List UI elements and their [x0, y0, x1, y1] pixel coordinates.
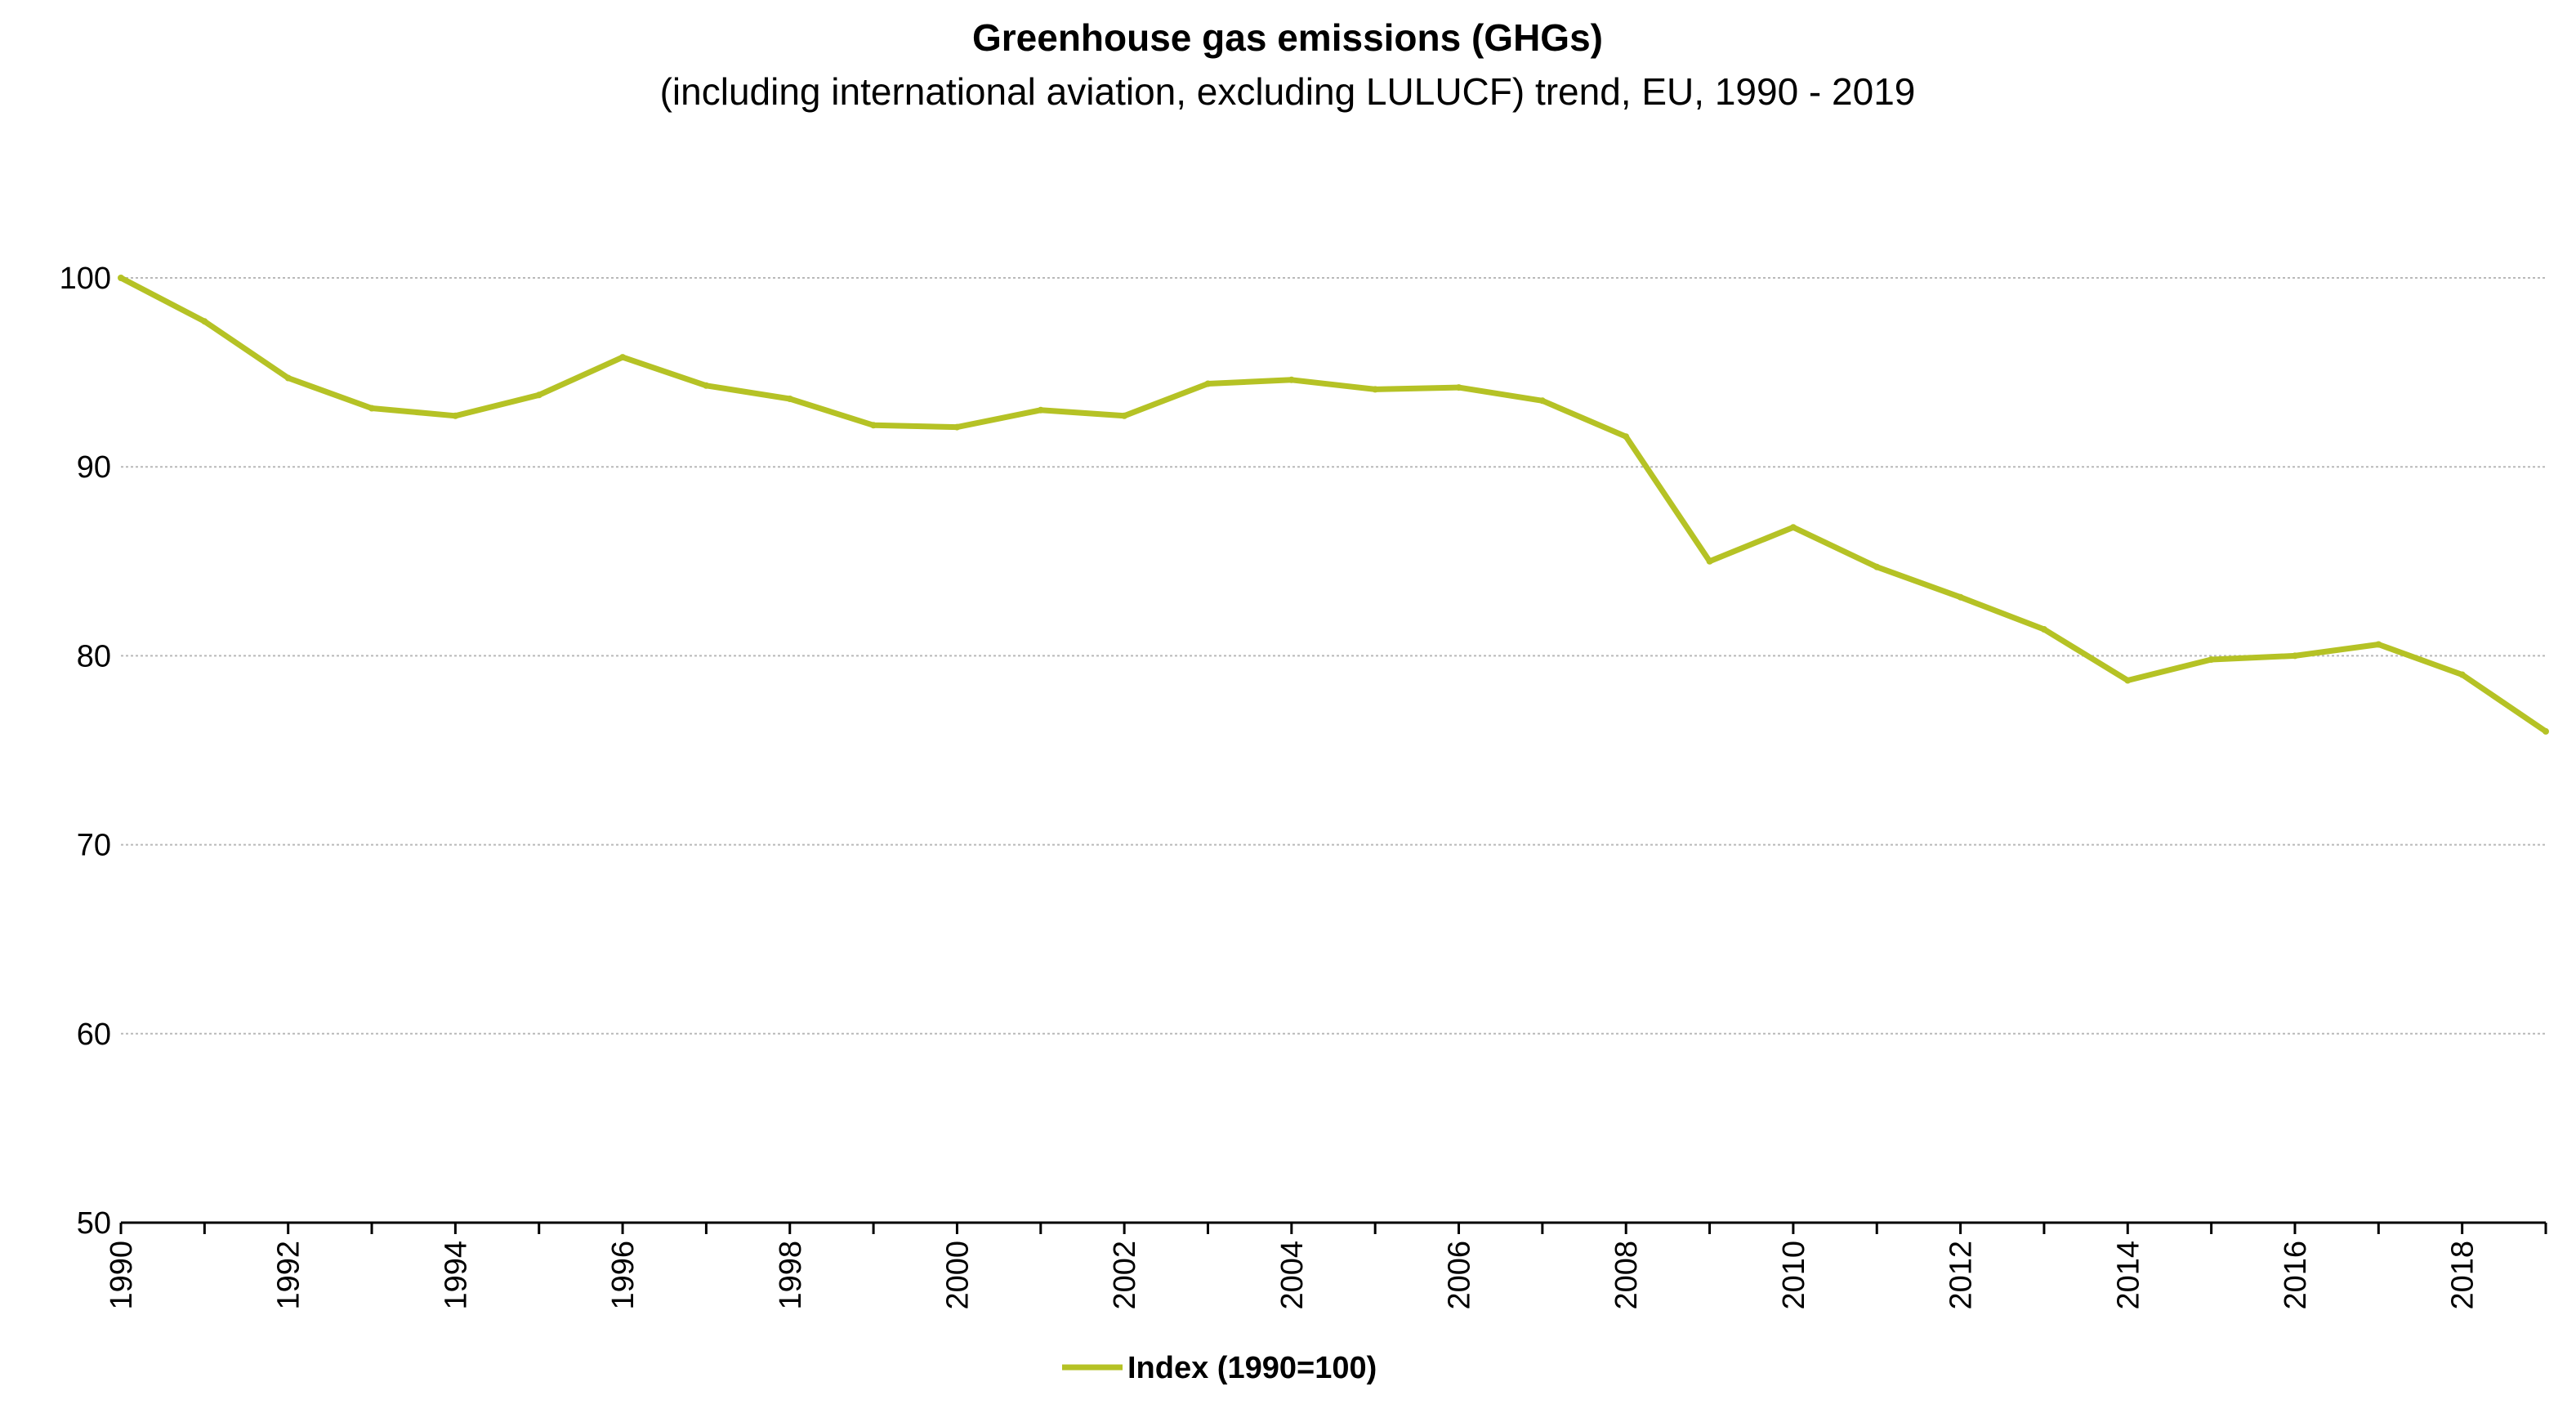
x-tick-label: 1992 — [272, 1241, 306, 1310]
data-point — [1288, 376, 1295, 383]
data-point — [284, 374, 292, 382]
data-point — [870, 422, 877, 429]
data-point — [452, 412, 459, 419]
data-point — [786, 396, 793, 402]
data-point — [2458, 671, 2466, 678]
data-point — [619, 354, 627, 361]
chart-subtitle: (including international aviation, exclu… — [660, 70, 1916, 113]
x-tick-label: 1996 — [606, 1241, 641, 1310]
data-point — [1873, 563, 1881, 570]
x-tick-label: 2004 — [1275, 1241, 1310, 1310]
data-point — [2124, 677, 2132, 684]
series-line — [118, 275, 2549, 735]
y-tick-label: 50 — [77, 1206, 111, 1241]
y-tick-label: 90 — [77, 450, 111, 485]
data-point — [2040, 626, 2047, 633]
legend: Index (1990=100) — [1062, 1351, 1377, 1385]
data-point — [2292, 652, 2298, 660]
data-point — [368, 405, 375, 412]
data-point — [1623, 433, 1630, 441]
data-point — [1538, 397, 1546, 405]
series-layer — [118, 275, 2549, 735]
data-point — [1789, 524, 1797, 531]
y-tick-label: 60 — [77, 1018, 111, 1052]
x-tick-label: 2012 — [1944, 1241, 1979, 1310]
data-point — [1372, 386, 1379, 393]
data-point — [201, 318, 208, 325]
data-point — [2375, 641, 2382, 648]
data-point — [2543, 727, 2549, 735]
x-tick-label: 2000 — [940, 1241, 975, 1310]
x-tick-label: 2014 — [2111, 1241, 2145, 1310]
x-tick-label: 2008 — [1609, 1241, 1644, 1310]
data-point — [1121, 412, 1128, 419]
y-tick-label: 80 — [77, 639, 111, 673]
x-tick-label: 2018 — [2446, 1241, 2480, 1310]
data-point — [118, 275, 124, 281]
gridlines — [121, 277, 2546, 1035]
data-point — [1957, 593, 1964, 601]
legend-label: Index (1990=100) — [1127, 1351, 1377, 1385]
y-tick-label: 100 — [60, 262, 111, 296]
data-point — [703, 382, 710, 389]
data-point — [953, 423, 961, 431]
x-tick-label: 2006 — [1443, 1241, 1477, 1310]
x-tick-label: 1990 — [105, 1241, 139, 1310]
data-point — [535, 391, 542, 399]
x-tick-label: 1998 — [774, 1241, 808, 1310]
data-point — [1037, 406, 1044, 414]
data-point — [1706, 557, 1713, 565]
chart-title: Greenhouse gas emissions (GHGs) — [972, 16, 1603, 59]
x-tick-label: 2002 — [1108, 1241, 1142, 1310]
y-tick-label: 70 — [77, 829, 111, 863]
data-point — [2208, 656, 2215, 663]
x-tick-label: 2010 — [1777, 1241, 1811, 1310]
data-point — [1204, 380, 1212, 387]
data-point — [1455, 384, 1462, 391]
x-tick-label: 1994 — [439, 1241, 473, 1310]
x-tick-label: 2016 — [2279, 1241, 2313, 1310]
x-axis: 1990 1992 1994 1996 1998 2000 2002 2004 2006 2008… — [105, 1221, 2547, 1310]
y-axis: 50 60 70 80 90 100 — [60, 262, 111, 1241]
